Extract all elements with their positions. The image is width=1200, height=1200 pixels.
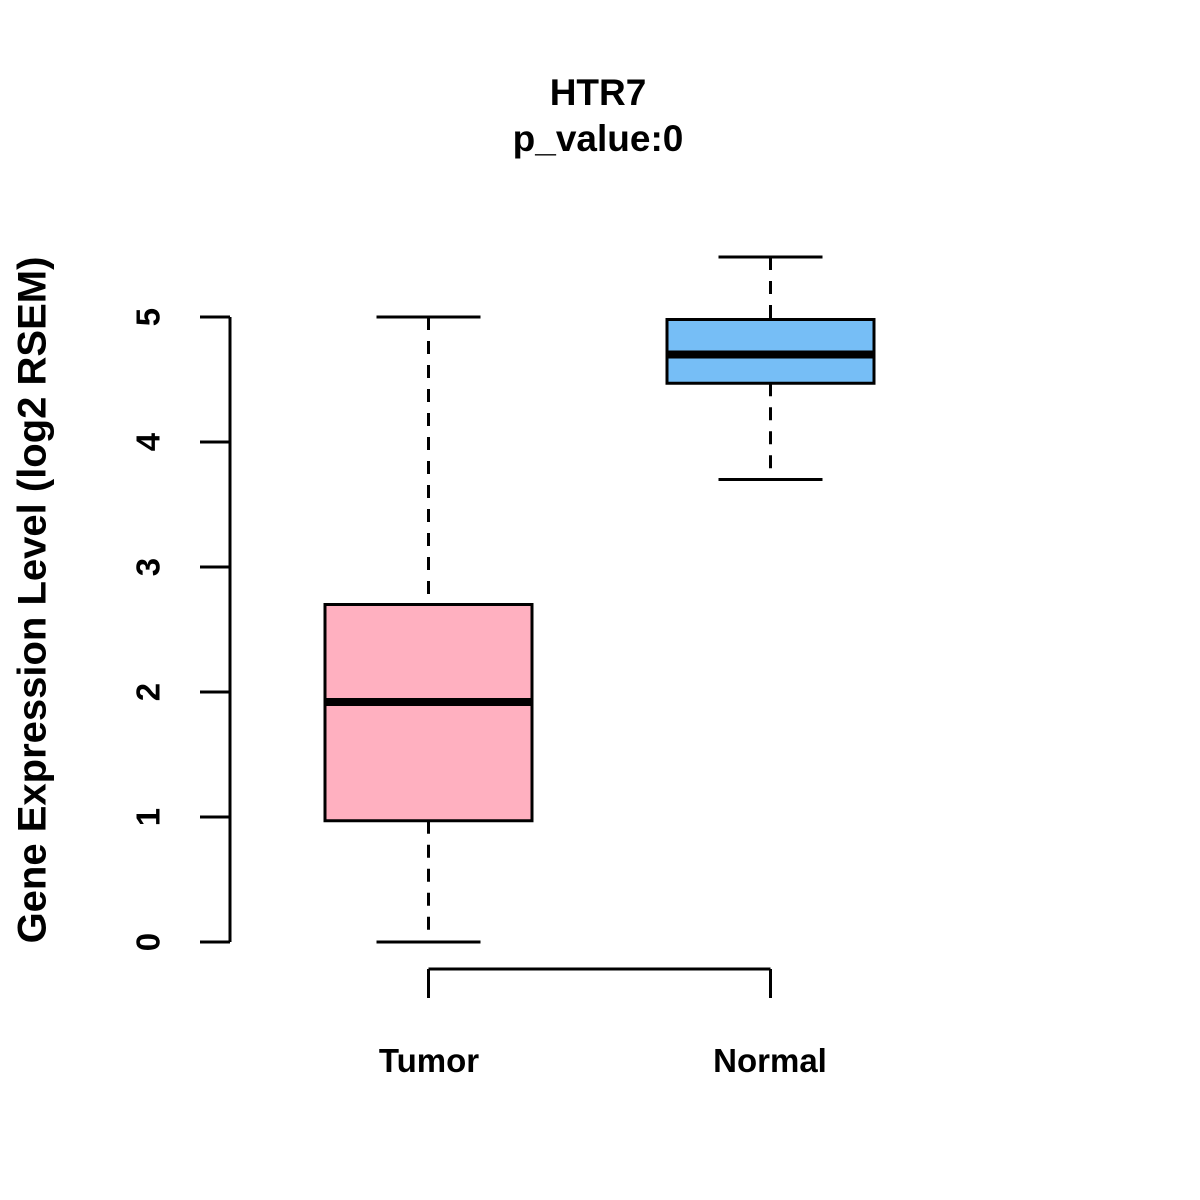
chart-title: HTR7 xyxy=(549,72,647,113)
y-axis-tick-label: 4 xyxy=(130,432,167,451)
y-axis-tick-label: 2 xyxy=(130,683,167,701)
x-axis-label-tumor: Tumor xyxy=(378,1042,480,1079)
y-axis-tick-label: 5 xyxy=(130,308,167,326)
y-axis-tick-label: 0 xyxy=(130,933,167,951)
y-axis-tick-label: 1 xyxy=(130,808,167,826)
chart-subtitle: p_value:0 xyxy=(512,118,684,159)
box-tumor xyxy=(323,603,534,823)
x-axis-label-normal: Normal xyxy=(713,1042,827,1079)
y-axis-tick-label: 3 xyxy=(130,558,167,576)
